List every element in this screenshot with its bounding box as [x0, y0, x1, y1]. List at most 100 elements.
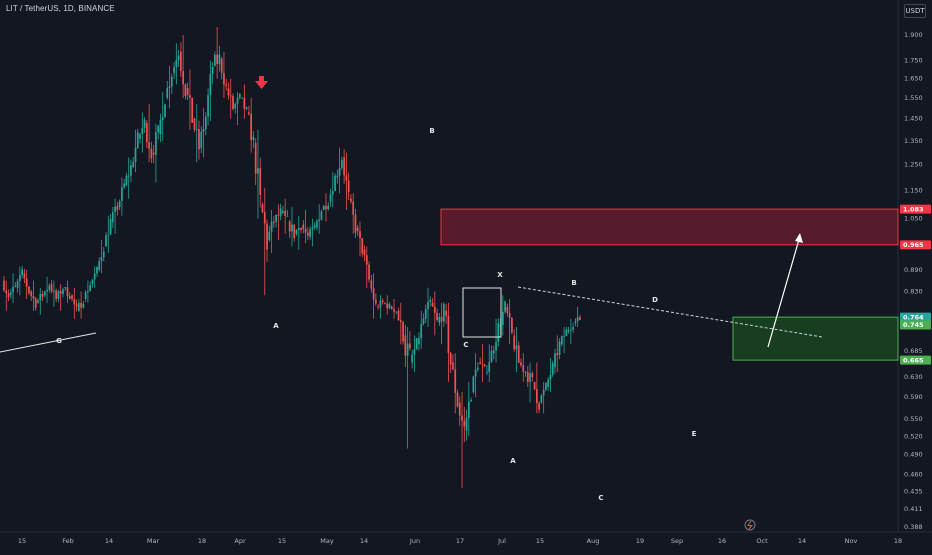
candle [447, 302, 450, 382]
candle-body [161, 117, 164, 120]
candle-body [164, 104, 166, 118]
candle-body [316, 221, 318, 228]
lightning-icon[interactable] [744, 519, 756, 531]
down-arrow-icon [255, 76, 268, 89]
candle [211, 62, 214, 84]
candle [501, 295, 504, 336]
candle [23, 268, 26, 284]
candle [266, 219, 268, 262]
candle-body [275, 214, 277, 222]
candle [220, 56, 223, 80]
candle [259, 157, 262, 208]
candle-body [508, 313, 511, 318]
candle-body [404, 335, 407, 356]
candle-body [166, 87, 169, 99]
candle-body [145, 123, 148, 143]
candle-body [501, 311, 504, 326]
candle [420, 310, 423, 349]
candle-body [338, 167, 341, 176]
candle-body [570, 329, 572, 331]
candle-body [579, 317, 581, 320]
price-tick: 0.830 [904, 287, 923, 295]
candle-body [576, 317, 579, 322]
candle-body [427, 301, 429, 310]
candle-body [515, 345, 518, 350]
candle-body [41, 293, 44, 297]
candle-body [75, 304, 78, 307]
price-tick: 1.250 [904, 161, 923, 169]
candle [282, 205, 284, 214]
candle-body [424, 309, 427, 319]
candle [87, 280, 89, 303]
candle-body [66, 287, 69, 297]
price-tag-value: 0.665 [903, 356, 924, 364]
candle [316, 219, 318, 231]
candle-body [55, 290, 58, 299]
candle [331, 172, 334, 208]
wave-label: B [571, 279, 576, 287]
candle-body [73, 298, 76, 305]
candle-body [250, 113, 253, 141]
candle [579, 314, 581, 321]
candle [338, 147, 341, 194]
price-tick: 1.150 [904, 187, 923, 195]
candle [458, 396, 461, 426]
candle [322, 205, 325, 211]
candle-body [492, 350, 495, 354]
time-tick: 18 [894, 537, 902, 545]
candle-body [556, 353, 559, 356]
time-tick: 14 [360, 537, 368, 545]
candle [402, 320, 404, 345]
candle-body [399, 320, 402, 323]
candle [152, 144, 155, 164]
candle [34, 296, 37, 311]
candle [381, 298, 384, 305]
candle [257, 129, 259, 219]
candle-body [121, 187, 123, 201]
candle [39, 287, 42, 315]
candle-body [243, 97, 246, 109]
candle-body [386, 303, 389, 309]
candle [492, 345, 495, 360]
time-tick: Sep [671, 537, 683, 545]
candle [134, 129, 137, 173]
candle-body [293, 224, 296, 239]
candle-body [483, 364, 486, 366]
candle-body [422, 318, 425, 325]
candle-body [415, 338, 418, 350]
time-axis[interactable]: 15 Feb 14 Mar 18 Apr 15 May 14 Jun 17 Jul 15 Aug 19 Sep… [18, 537, 902, 545]
candle-body [68, 296, 71, 299]
candle [82, 300, 85, 309]
candle-body [109, 219, 112, 235]
candle [424, 304, 427, 323]
arrow-head-icon [795, 233, 803, 243]
candle [166, 80, 169, 100]
candle [248, 106, 250, 116]
candle-body [390, 306, 393, 310]
candle [270, 209, 273, 253]
candle [195, 104, 198, 163]
price-tick: 1.750 [904, 56, 923, 64]
symbol-title[interactable]: LIT / TetherUS, 1D, BINANCE [6, 4, 115, 13]
candle-body [234, 103, 237, 109]
candle-body [232, 96, 234, 110]
candle-body [370, 280, 373, 289]
candle-body [372, 288, 375, 300]
candle-body [141, 127, 144, 135]
candle [535, 362, 538, 414]
currency-badge[interactable]: USDT [904, 4, 926, 18]
price-axis[interactable]: 1.900 1.750 1.650 1.550 1.450 1.350 1.250 1.150… [904, 31, 923, 531]
candle [21, 265, 24, 279]
candle-body [406, 343, 409, 356]
candle [245, 106, 248, 111]
candle-body [227, 88, 230, 96]
candle-body [431, 302, 434, 307]
candle-body [452, 362, 454, 370]
candle [515, 327, 518, 373]
candle [25, 269, 28, 300]
candle [549, 357, 552, 392]
candle-body [202, 129, 205, 132]
candle [275, 214, 277, 228]
